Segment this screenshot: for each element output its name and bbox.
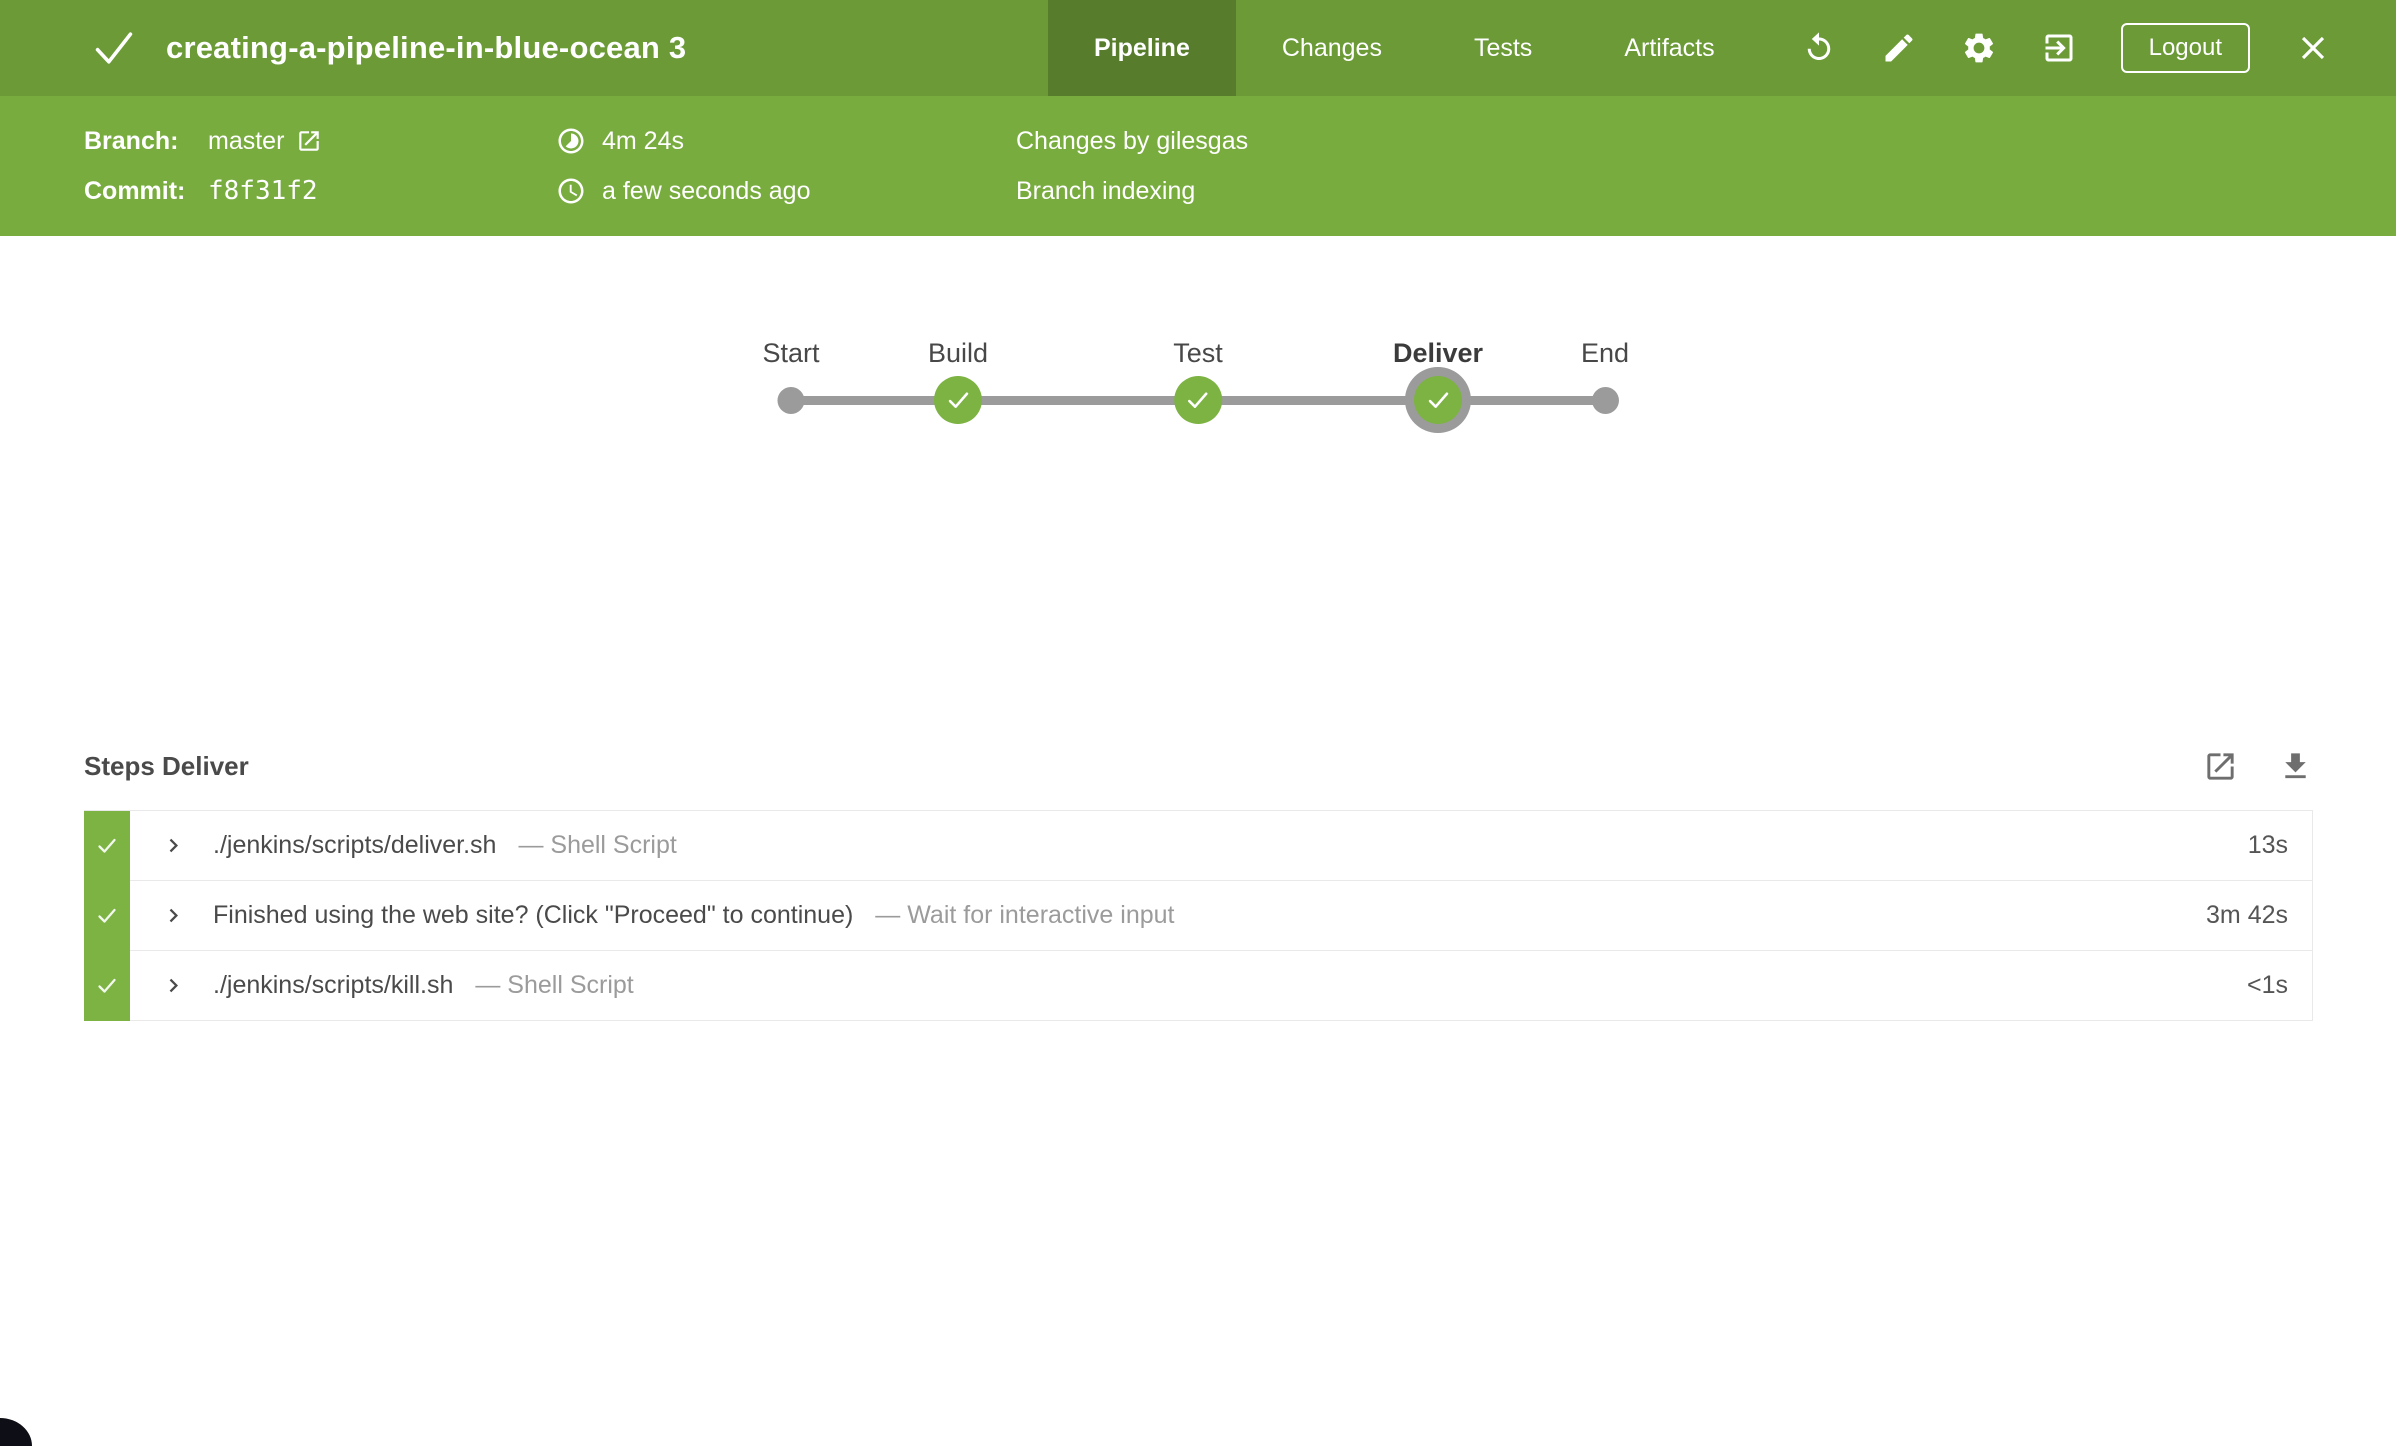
step-name: ./jenkins/scripts/deliver.sh [213, 831, 497, 859]
graph-node-start[interactable]: Start [762, 336, 820, 424]
top-bar: creating-a-pipeline-in-blue-ocean 3 Pipe… [0, 0, 2396, 96]
settings-gear-icon[interactable] [1961, 30, 1997, 66]
graph-node-deliver[interactable]: Deliver [1393, 336, 1483, 424]
step-row[interactable]: ./jenkins/scripts/deliver.sh — Shell Scri… [84, 811, 2312, 881]
step-name: ./jenkins/scripts/kill.sh [213, 971, 454, 999]
steps-list: ./jenkins/scripts/deliver.sh — Shell Scri… [84, 810, 2313, 1021]
clock-icon [558, 178, 584, 204]
terminal-dot [1591, 386, 1619, 414]
graph-node-test[interactable]: Test [1173, 336, 1223, 424]
tab-bar: Pipeline Changes Tests Artifacts [1048, 0, 1761, 96]
duration-value: 4m 24s [602, 126, 684, 155]
steps-header: Steps Deliver [84, 749, 2313, 784]
chevron-right-icon[interactable] [160, 972, 187, 999]
changes-author: Changes by gilesgas [1016, 126, 1249, 155]
graph-node-label: End [1580, 338, 1630, 368]
graph-node-end[interactable]: End [1581, 336, 1629, 424]
step-name: Finished using the web site? (Click "Pro… [213, 901, 854, 929]
screen-corner-artifact [0, 1418, 32, 1446]
run-title: creating-a-pipeline-in-blue-ocean 3 [166, 30, 687, 65]
step-duration: 3m 42s [2206, 901, 2288, 929]
completed-row: a few seconds ago [556, 175, 1016, 208]
step-row[interactable]: Finished using the web site? (Click "Pro… [84, 881, 2312, 951]
graph-node-build[interactable]: Build [928, 336, 988, 424]
completed-value: a few seconds ago [602, 176, 811, 205]
step-description: — Wait for interactive input [875, 901, 1175, 929]
branch-external-link-icon[interactable] [296, 128, 322, 154]
chevron-right-icon[interactable] [160, 902, 187, 929]
step-description: — Shell Script [518, 831, 677, 859]
step-success-check-icon [84, 881, 130, 951]
branch-value[interactable]: master [208, 126, 285, 155]
commit-label: Commit: [84, 176, 186, 205]
tab-artifacts[interactable]: Artifacts [1624, 33, 1715, 62]
steps-section: Steps Deliver ./jenkins/scripts/deliver.… [84, 749, 2313, 1021]
commit-value: f8f31f2 [208, 176, 318, 206]
go-to-classic-icon[interactable] [2041, 30, 2077, 66]
run-header: creating-a-pipeline-in-blue-ocean 3 [0, 0, 1048, 96]
time-column: 4m 24s a few seconds ago [556, 125, 1016, 208]
graph-node-label: Start [762, 338, 820, 368]
tab-pipeline[interactable]: Pipeline [1048, 0, 1236, 96]
step-duration: <1s [2246, 971, 2288, 999]
graph-node-label: Test [1173, 338, 1223, 368]
scm-column: Branch: master Commit: f8f31f2 [84, 125, 556, 208]
cause-column: Changes by gilesgas Branch indexing [1016, 125, 1248, 208]
branch-label: Branch: [84, 126, 179, 155]
branch-row: Branch: master [84, 125, 556, 158]
steps-header-actions [2203, 749, 2313, 784]
close-icon[interactable] [2294, 29, 2332, 67]
terminal-dot [777, 386, 805, 414]
graph-node-label: Deliver [1392, 338, 1484, 368]
step-success-check-icon [84, 811, 130, 881]
edit-icon[interactable] [1881, 30, 1917, 66]
commit-row: Commit: f8f31f2 [84, 175, 556, 208]
steps-title: Steps Deliver [84, 751, 249, 781]
success-check-icon [95, 32, 133, 64]
run-details-bar: Branch: master Commit: f8f31f2 4m 24s a … [0, 96, 2396, 236]
rerun-icon[interactable] [1801, 30, 1837, 66]
download-log-icon[interactable] [2278, 749, 2313, 784]
step-row[interactable]: ./jenkins/scripts/kill.sh — Shell Script <… [84, 951, 2312, 1021]
run-cause: Branch indexing [1016, 176, 1196, 205]
pipeline-graph: Start Build Test Deliver End [762, 336, 1629, 466]
logout-button[interactable]: Logout [2120, 23, 2250, 73]
duration-row: 4m 24s [556, 125, 1016, 158]
header-actions: Logout [1801, 0, 2396, 96]
success-node-circle [1174, 376, 1222, 424]
step-description: — Shell Script [475, 971, 634, 999]
success-node-circle [933, 376, 982, 424]
step-duration: 13s [2247, 831, 2288, 859]
tab-changes[interactable]: Changes [1281, 33, 1382, 62]
graph-node-label: Build [927, 338, 989, 368]
success-node-circle [1414, 376, 1462, 424]
tab-tests[interactable]: Tests [1473, 33, 1533, 62]
step-success-check-icon [84, 951, 130, 1021]
chevron-right-icon[interactable] [160, 832, 187, 859]
open-log-external-icon[interactable] [2203, 749, 2238, 784]
duration-icon [558, 128, 584, 154]
